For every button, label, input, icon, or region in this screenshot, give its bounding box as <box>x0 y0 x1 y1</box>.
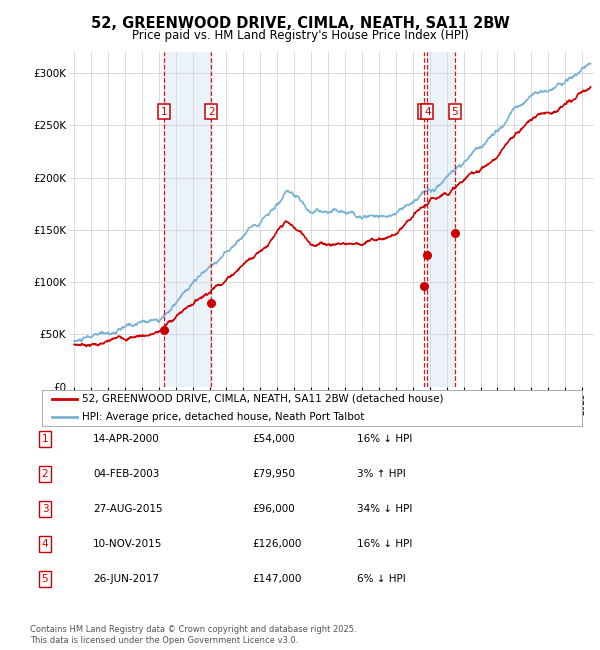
Text: 10-NOV-2015: 10-NOV-2015 <box>93 539 163 549</box>
Text: 14-APR-2000: 14-APR-2000 <box>93 434 160 444</box>
Text: 27-AUG-2015: 27-AUG-2015 <box>93 504 163 514</box>
Text: Price paid vs. HM Land Registry's House Price Index (HPI): Price paid vs. HM Land Registry's House … <box>131 29 469 42</box>
Text: 3: 3 <box>421 107 427 117</box>
Text: £79,950: £79,950 <box>252 469 295 479</box>
Text: 04-FEB-2003: 04-FEB-2003 <box>93 469 160 479</box>
Text: 2: 2 <box>41 469 49 479</box>
Text: 52, GREENWOOD DRIVE, CIMLA, NEATH, SA11 2BW: 52, GREENWOOD DRIVE, CIMLA, NEATH, SA11 … <box>91 16 509 31</box>
Text: 6% ↓ HPI: 6% ↓ HPI <box>357 574 406 584</box>
Text: 3: 3 <box>41 504 49 514</box>
Text: £147,000: £147,000 <box>252 574 301 584</box>
Text: 3% ↑ HPI: 3% ↑ HPI <box>357 469 406 479</box>
Text: £126,000: £126,000 <box>252 539 301 549</box>
Text: 34% ↓ HPI: 34% ↓ HPI <box>357 504 412 514</box>
Text: Contains HM Land Registry data © Crown copyright and database right 2025.
This d: Contains HM Land Registry data © Crown c… <box>30 625 356 645</box>
Text: 26-JUN-2017: 26-JUN-2017 <box>93 574 159 584</box>
Text: £54,000: £54,000 <box>252 434 295 444</box>
Text: 16% ↓ HPI: 16% ↓ HPI <box>357 539 412 549</box>
Text: 1: 1 <box>160 107 167 117</box>
Text: 4: 4 <box>41 539 49 549</box>
Bar <box>427 52 455 387</box>
Text: 1: 1 <box>41 434 49 444</box>
Text: 4: 4 <box>424 107 431 117</box>
Text: 52, GREENWOOD DRIVE, CIMLA, NEATH, SA11 2BW (detached house): 52, GREENWOOD DRIVE, CIMLA, NEATH, SA11 … <box>83 394 444 404</box>
Text: 5: 5 <box>41 574 49 584</box>
Text: 2: 2 <box>208 107 214 117</box>
Bar <box>164 52 211 387</box>
Text: 5: 5 <box>452 107 458 117</box>
Text: £96,000: £96,000 <box>252 504 295 514</box>
Text: HPI: Average price, detached house, Neath Port Talbot: HPI: Average price, detached house, Neat… <box>83 412 365 422</box>
Text: 16% ↓ HPI: 16% ↓ HPI <box>357 434 412 444</box>
